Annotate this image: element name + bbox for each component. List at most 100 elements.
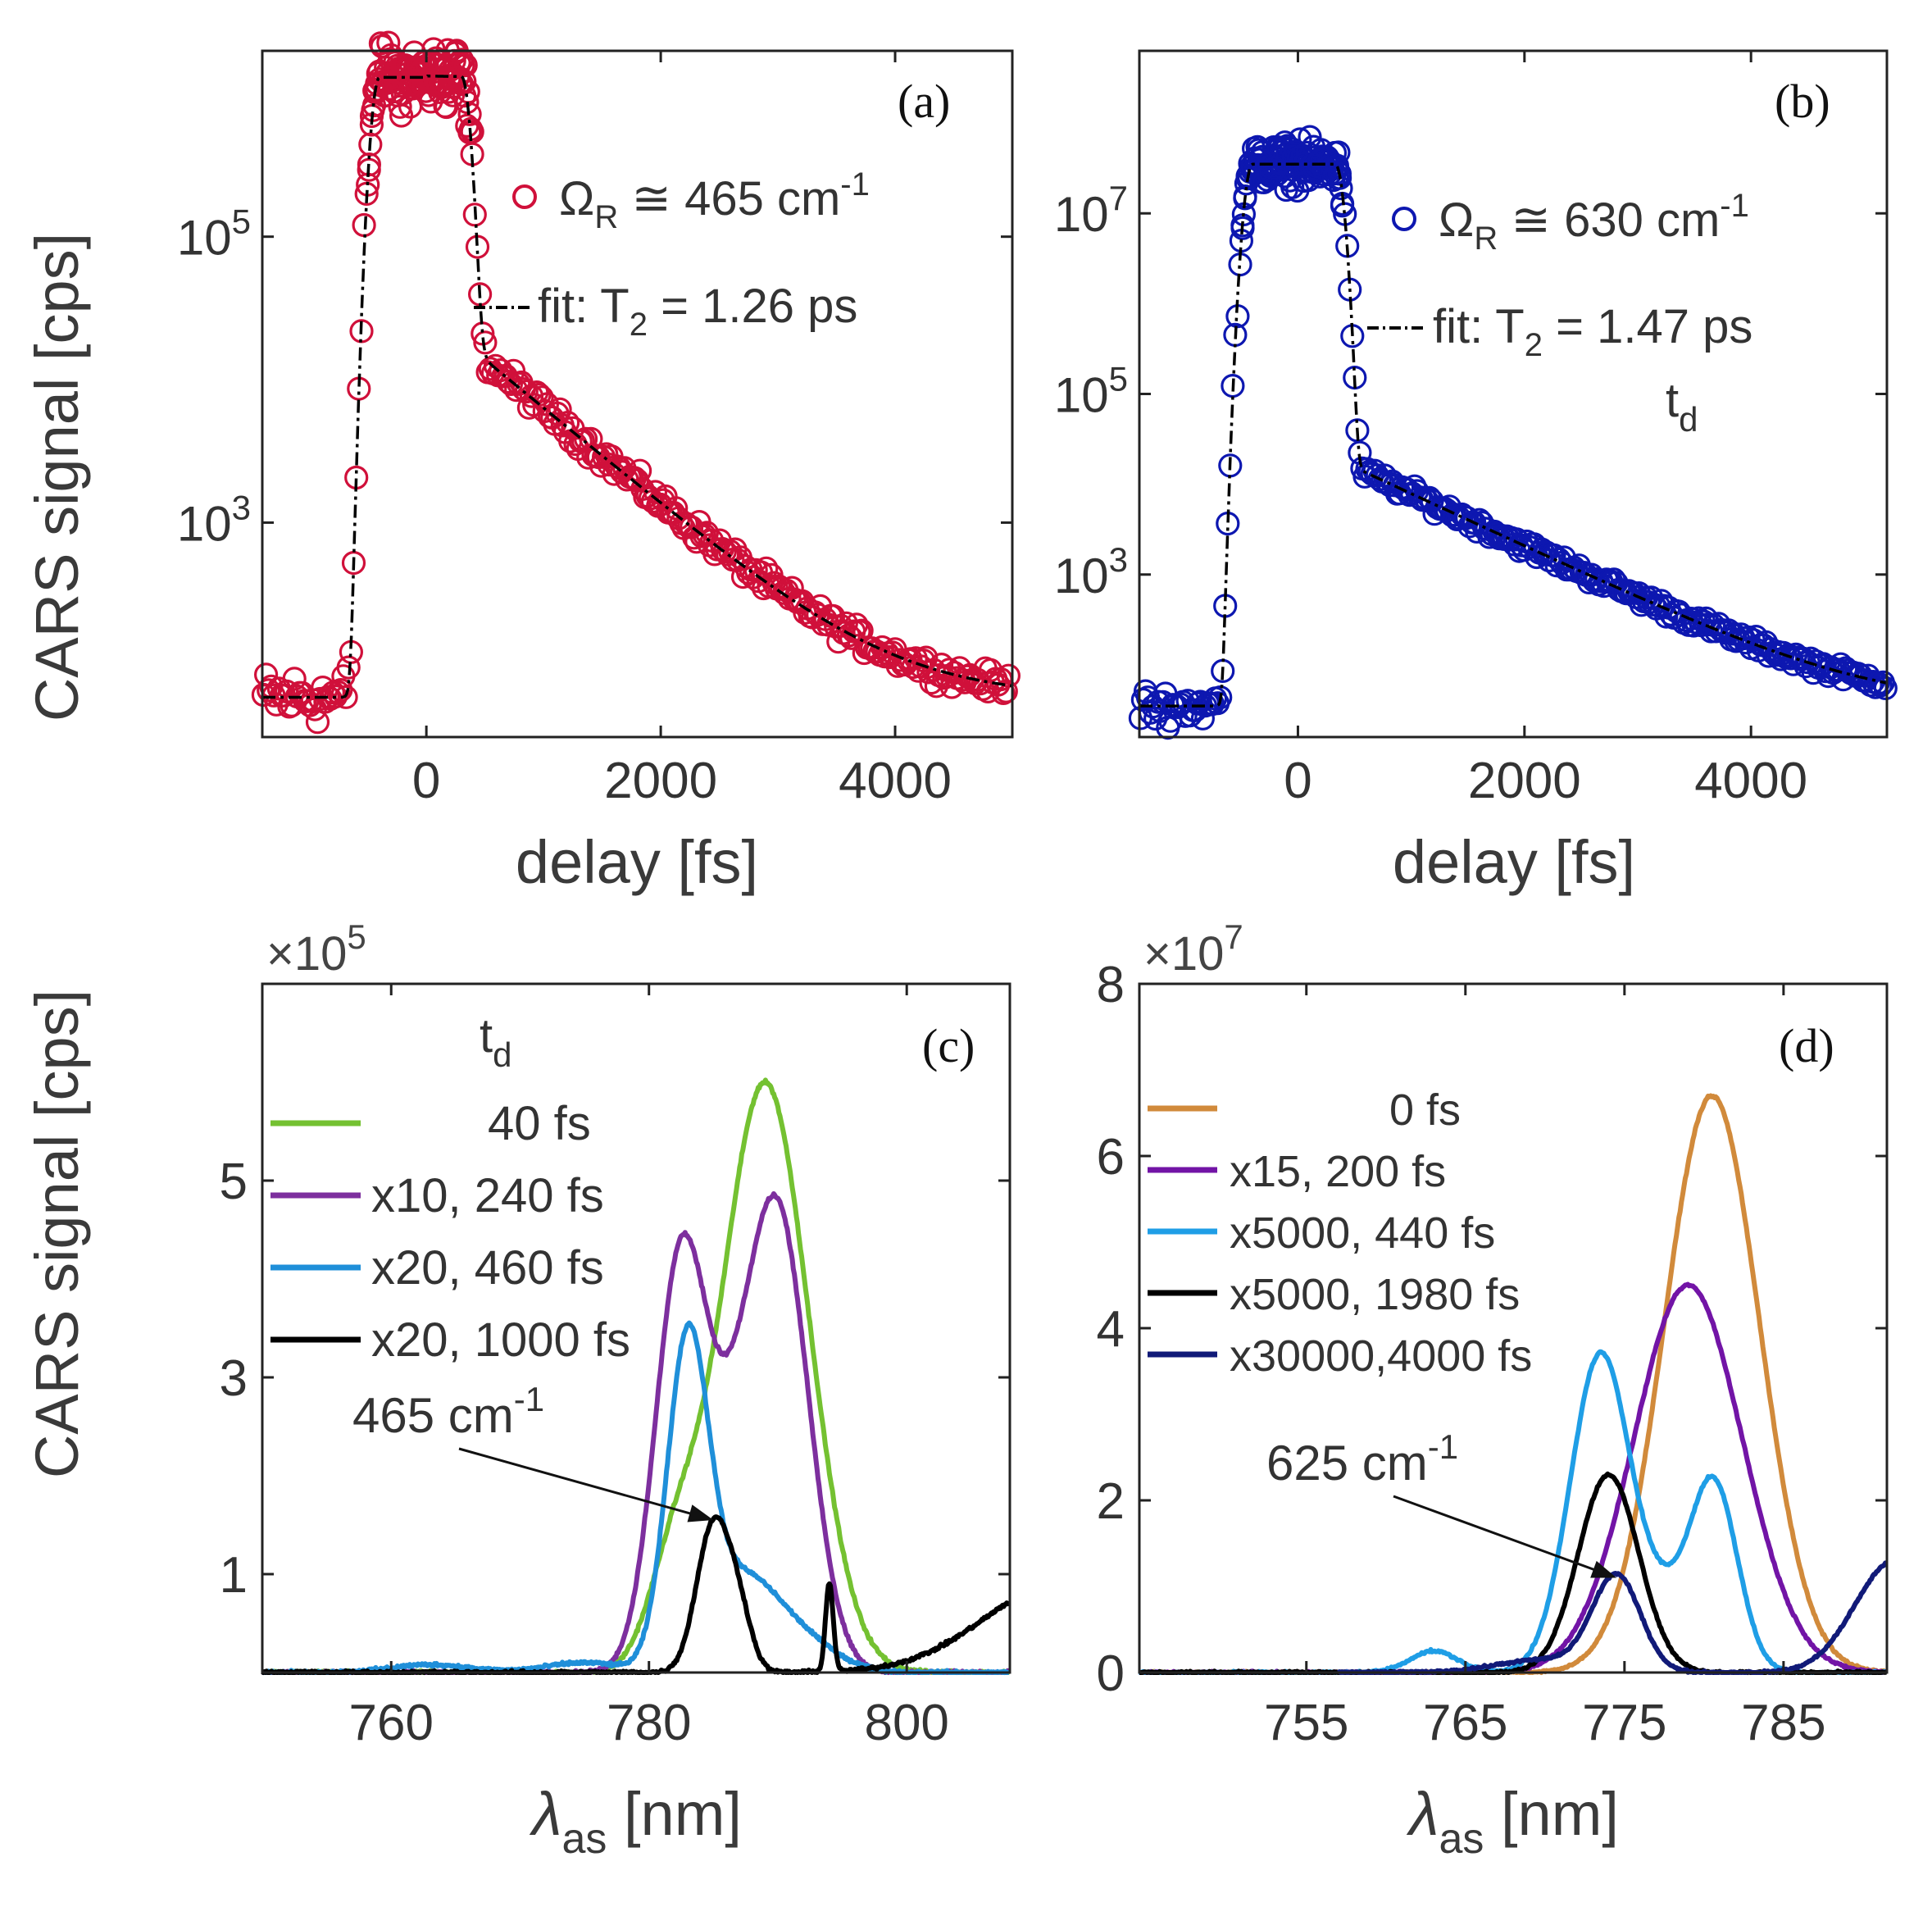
panel-a-ticks: 0 2000 4000 103 105: [177, 51, 1012, 809]
panel-b-legend-series: ΩR ≅ 630 cm-1: [1439, 188, 1749, 257]
panel-d-legend-label-2: x5000, 440 fs: [1230, 1208, 1495, 1258]
panel-c-ytick-label: 5: [220, 1154, 248, 1210]
panel-c-legend-title: td: [480, 1009, 511, 1074]
panel-c-legend-label-2: x20, 460 fs: [371, 1241, 604, 1295]
panel-a-marker: [357, 157, 381, 182]
panel-a-xtick-label: 2000: [604, 753, 717, 809]
panel-a-ytick-label: 103: [177, 488, 251, 551]
panel-a: 0 2000 4000 103 105 (a) ΩR ≅ 465 cm-1 fit: T…: [177, 30, 1021, 896]
panel-a-label: (a): [898, 75, 950, 128]
panel-b-ytick-label: 107: [1054, 179, 1128, 242]
panel-d-xtick-label: 785: [1741, 1695, 1825, 1751]
panel-b-marker: [1868, 673, 1893, 698]
panel-b-legend: ΩR ≅ 630 cm-1 fit: T2 = 1.47 ps td: [1367, 188, 1752, 439]
panel-c-ytick-label: 1: [220, 1547, 248, 1604]
panel-b-data: [1128, 125, 1898, 740]
panel-c-exponent: ×105: [266, 917, 366, 981]
panel-a-frame: [261, 49, 1014, 739]
panel-c-legend-label-1: x10, 240 fs: [371, 1169, 604, 1222]
panel-a-marker: [473, 330, 498, 355]
panel-c-annotation-text: 465 cm-1: [352, 1380, 544, 1443]
panel-a-marker: [257, 678, 281, 703]
panel-d-legend: 0 fs x15, 200 fs x5000, 440 fs x5000, 1980 …: [1148, 1085, 1532, 1381]
panel-a-legend-series: ΩR ≅ 465 cm-1: [559, 166, 870, 235]
panel-d-ytick-label: 4: [1097, 1301, 1125, 1358]
panel-a-marker: [914, 645, 939, 670]
panel-d-ticks: 755 765 775 785 0 2 4 6 8: [1097, 957, 1887, 1751]
panel-b-marker: [1873, 676, 1898, 701]
panel-b-td-text: td: [1666, 374, 1698, 439]
panel-d-legend-label-4: x30000,4000 fs: [1230, 1331, 1532, 1381]
panel-b-fit-line: [1139, 162, 1888, 708]
panel-a-marker: [305, 710, 330, 735]
panel-b-marker: [1327, 162, 1352, 186]
panel-d-annotation: 625 cm-1: [1266, 1427, 1617, 1578]
panel-b-xtick-label: 2000: [1468, 753, 1581, 809]
panel-c-frame: [261, 982, 1011, 1674]
panel-a-marker: [627, 458, 652, 483]
panel-a-marker: [674, 512, 698, 536]
panel-a-marker: [993, 679, 1018, 703]
panel-b-legend-fit: fit: T2 = 1.47 ps: [1433, 300, 1752, 363]
panel-d-ytick-label: 6: [1097, 1129, 1125, 1186]
panel-a-fit-line: [262, 74, 1013, 699]
panel-b-ytick-label: 105: [1054, 360, 1128, 423]
panel-d: 755 765 775 785 0 2 4 6 8 ×107 (d) 0 fs x15, 200 …: [1097, 917, 1889, 1863]
panel-a-marker: [434, 94, 459, 120]
panel-d-annotation-arrow: [1393, 1495, 1602, 1574]
panel-c-legend: 40 fs x10, 240 fs x20, 460 fs x20, 1000 fs: [270, 1097, 630, 1367]
panel-c-xlabel: λas [nm]: [529, 1780, 742, 1863]
panel-a-xtick-label: 0: [412, 753, 440, 809]
panel-c-annotation-arrowhead: [687, 1504, 714, 1522]
panel-d-xtick-label: 755: [1264, 1695, 1348, 1751]
panel-d-series-2: [1138, 1349, 1888, 1675]
panel-a-marker: [336, 655, 361, 680]
panel-a-ytick-label: 105: [177, 203, 251, 266]
panel-c-xtick-label: 800: [864, 1695, 948, 1751]
panel-a-marker: [329, 677, 353, 703]
panel-d-ytick-label: 8: [1097, 957, 1125, 1013]
panel-b-xlabel: delay [fs]: [1393, 828, 1635, 896]
panel-b-label: (b): [1775, 75, 1830, 128]
panel-a-marker: [514, 379, 539, 404]
panel-c-legend-label-0: 40 fs: [488, 1097, 591, 1150]
panel-a-marker: [643, 480, 668, 504]
panel-d-legend-label-1: x15, 200 fs: [1230, 1147, 1446, 1196]
panel-d-exponent: ×107: [1143, 917, 1243, 981]
panel-a-marker: [282, 667, 307, 691]
panel-c: 760 780 800 1 3 5 ×105 (c) td 40 fs x10, 240 f…: [220, 917, 1011, 1863]
panel-d-annotation-arrowhead: [1590, 1560, 1617, 1578]
panel-c-xtick-label: 760: [349, 1695, 434, 1751]
panel-d-xtick-label: 765: [1423, 1695, 1507, 1751]
panel-c-legend-label-3: x20, 1000 fs: [371, 1313, 630, 1367]
panel-a-marker: [478, 357, 502, 381]
panel-a-marker: [358, 132, 383, 157]
panel-b-legend-marker: [1392, 207, 1416, 231]
panel-a-legend-marker: [512, 184, 537, 209]
panel-a-marker: [453, 52, 478, 78]
panel-d-annotation-text: 625 cm-1: [1266, 1427, 1458, 1491]
panel-b-ytick-label: 103: [1054, 540, 1128, 603]
panel-c-ticks: 760 780 800 1 3 5: [220, 984, 1010, 1751]
panel-d-legend-label-3: x5000, 1980 fs: [1230, 1270, 1520, 1319]
panel-b-ticks: 0 2000 4000 103 105 107: [1054, 51, 1887, 809]
panel-b-marker: [1208, 685, 1233, 710]
panel-c-label: (c): [922, 1019, 975, 1072]
panel-d-series-3: [1138, 1471, 1888, 1675]
panel-a-marker: [496, 370, 521, 394]
panel-b: 0 2000 4000 103 105 107 (b) ΩR ≅ 630 cm-1 fit…: [1054, 49, 1898, 896]
panel-b-xtick-label: 0: [1284, 753, 1311, 809]
panel-a-data: [251, 30, 1021, 735]
panel-a-marker: [834, 611, 858, 635]
panel-a-marker: [996, 663, 1021, 688]
panel-c-annotation: 465 cm-1: [352, 1380, 714, 1522]
panel-d-xtick-label: 775: [1582, 1695, 1666, 1751]
panel-a-marker: [388, 94, 412, 119]
panel-d-ytick-label: 0: [1097, 1645, 1125, 1702]
panel-c-xtick-label: 780: [607, 1695, 691, 1751]
panel-a-marker: [991, 680, 1016, 706]
panel-a-legend: ΩR ≅ 465 cm-1 fit: T2 = 1.26 ps: [474, 166, 870, 343]
panel-d-legend-label-0: 0 fs: [1389, 1085, 1461, 1135]
ylabel-bottom: CARS signal [cps]: [23, 990, 91, 1478]
